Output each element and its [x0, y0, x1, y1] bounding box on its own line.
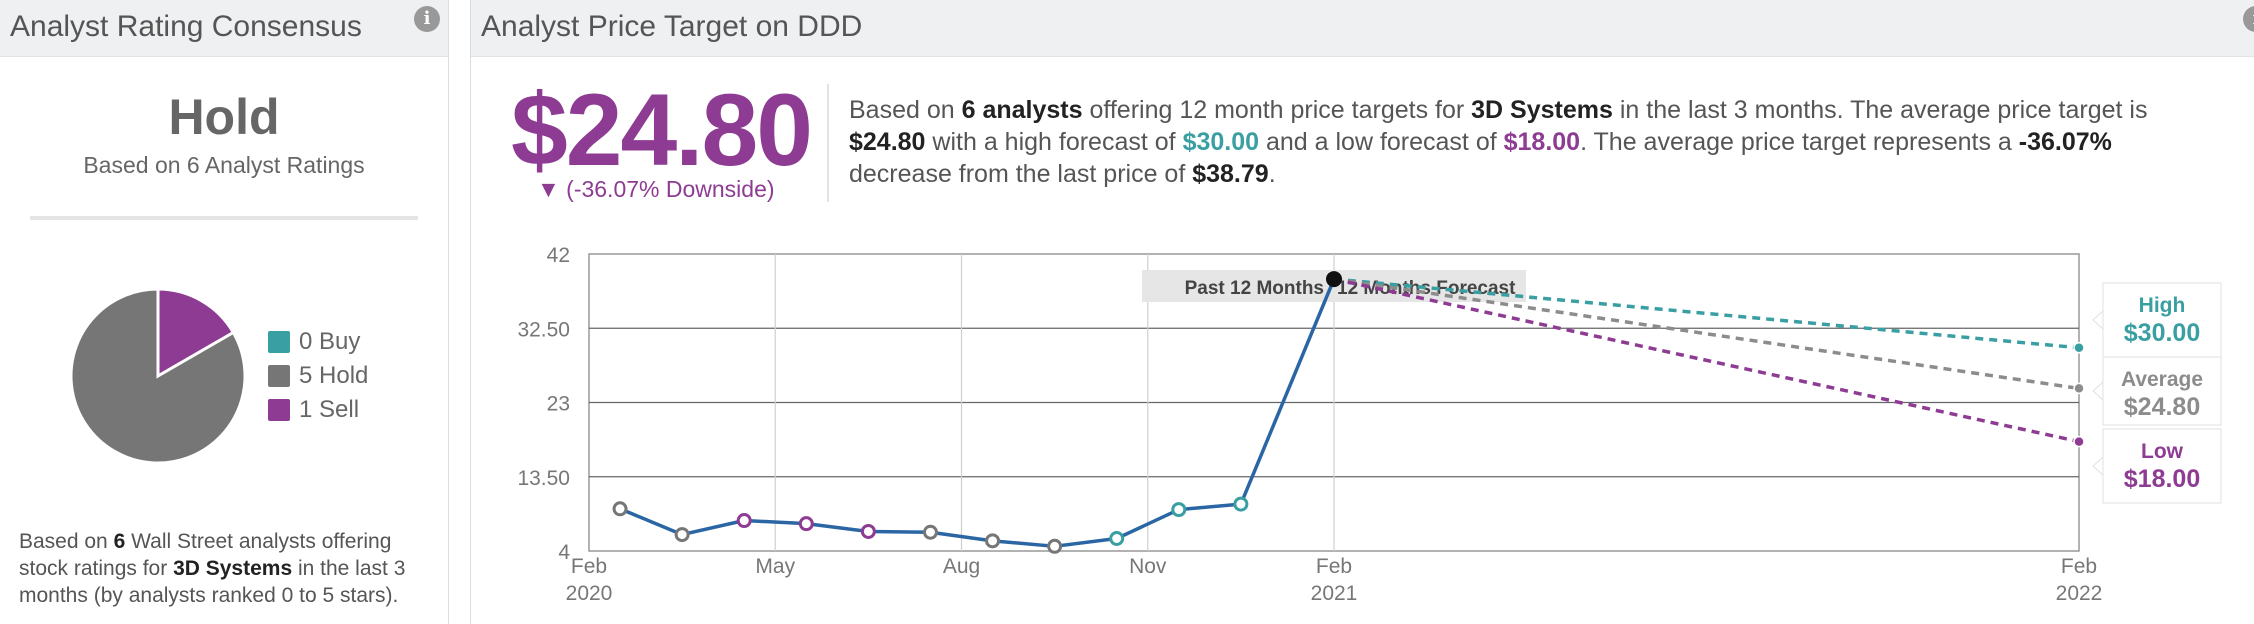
forecast-line-low	[1333, 277, 2080, 444]
panel-title: Analyst Price Target on DDD	[481, 10, 863, 43]
x-tick-label: Feb	[571, 555, 607, 578]
legend-label-buy: 0 Buy	[299, 328, 361, 355]
data-point-hold	[612, 501, 628, 517]
y-tick-label: 13.50	[517, 467, 570, 490]
consensus-subtitle: Based on 6 Analyst Ratings	[83, 152, 365, 178]
panel-header: Analyst Price Target on DDD i	[471, 0, 2254, 57]
info-icon[interactable]: i	[2243, 6, 2254, 32]
legend-item-hold: 5 Hold	[268, 362, 368, 390]
callout-box-average	[2102, 356, 2222, 426]
data-point-sell	[736, 513, 752, 529]
analyst-rating-consensus-panel: Analyst Rating Consensus i Hold Based on…	[0, 0, 449, 624]
y-tick-label: 42	[547, 244, 570, 267]
data-point-sell	[860, 523, 876, 539]
panel-title: Analyst Rating Consensus	[10, 10, 362, 43]
data-point-buy	[1233, 496, 1249, 512]
legend-item-sell: 1 Sell	[268, 396, 359, 424]
legend-label-hold: 5 Hold	[299, 362, 369, 389]
x-tick-label: Aug	[943, 555, 980, 578]
y-tick-label: 4	[558, 541, 570, 564]
legend-label-sell: 1 Sell	[299, 396, 360, 423]
callout-box-low	[2102, 428, 2222, 504]
x-tick-label: Nov	[1129, 555, 1167, 578]
x-tick-label: May	[755, 555, 795, 578]
callout-label-high: High	[2139, 294, 2186, 317]
price-line	[619, 278, 1336, 549]
legend-item-buy: 0 Buy	[268, 328, 360, 356]
x-tick-label: Feb	[1316, 555, 1352, 578]
consensus-rating: Hold	[168, 89, 280, 145]
legend-swatch-hold	[268, 365, 290, 387]
x-tick-year-label: 2020	[566, 582, 613, 605]
pie-slice-sell	[156, 287, 236, 379]
x-tick-year-label: 2021	[1311, 582, 1358, 605]
ratings-footnote: Based on 6 Wall Street analysts offering…	[19, 530, 406, 607]
data-point-buy	[1109, 530, 1125, 546]
callout-pointer-low	[2092, 455, 2104, 477]
analyst-count: 6	[113, 530, 126, 553]
forecast-line-high	[1333, 277, 2080, 350]
past-12-months-label: Past 12 Months	[1185, 278, 1324, 299]
data-point-buy	[1171, 502, 1187, 518]
data-point-hold	[1047, 538, 1063, 554]
divider	[30, 216, 418, 220]
data-point-hold	[922, 524, 938, 540]
forecast-callouts: High$30.00 Average$24.80 Low$18.00	[2092, 282, 2222, 504]
y-tick-label: 32.50	[517, 318, 570, 341]
callout-label-low: Low	[2141, 440, 2184, 463]
downside-indicator: ▼ (-36.07% Downside)	[537, 176, 775, 202]
x-tick-label: Feb	[2061, 555, 2097, 578]
forecast-point-low	[2073, 435, 2085, 448]
price-target-summary: Based on 6 analysts offering 12 month pr…	[849, 96, 2148, 188]
rating-pie-chart	[69, 287, 247, 465]
data-point-hold	[985, 533, 1001, 549]
callout-pointer-average	[2092, 380, 2104, 402]
company-name: 3D Systems	[173, 557, 293, 580]
forecast-point-average	[2073, 382, 2085, 395]
callout-value-high: $30.00	[2124, 319, 2200, 347]
callout-value-low: $18.00	[2124, 465, 2200, 493]
callout-pointer-high	[2092, 309, 2104, 331]
data-point-hold	[674, 527, 690, 543]
callout-label-average: Average	[2121, 368, 2203, 391]
forecast-point-high	[2073, 342, 2085, 354]
legend-swatch-sell	[268, 399, 290, 421]
panel-header: Analyst Rating Consensus i	[0, 0, 448, 57]
pie-slice-hold	[69, 287, 247, 465]
callout-value-average: $24.80	[2124, 393, 2200, 421]
data-point-sell	[798, 516, 814, 532]
analyst-price-target-panel: Analyst Price Target on DDD i $24.80 ▼ (…	[470, 0, 2254, 624]
average-price-target: $24.80	[511, 73, 813, 187]
divider	[827, 84, 829, 202]
x-tick-year-label: 2022	[2056, 582, 2103, 605]
legend-swatch-buy	[268, 331, 290, 353]
current-price-point	[1326, 271, 1342, 288]
y-tick-label: 23	[547, 393, 570, 416]
info-icon[interactable]: i	[414, 6, 440, 32]
callout-box-high	[2102, 282, 2222, 358]
